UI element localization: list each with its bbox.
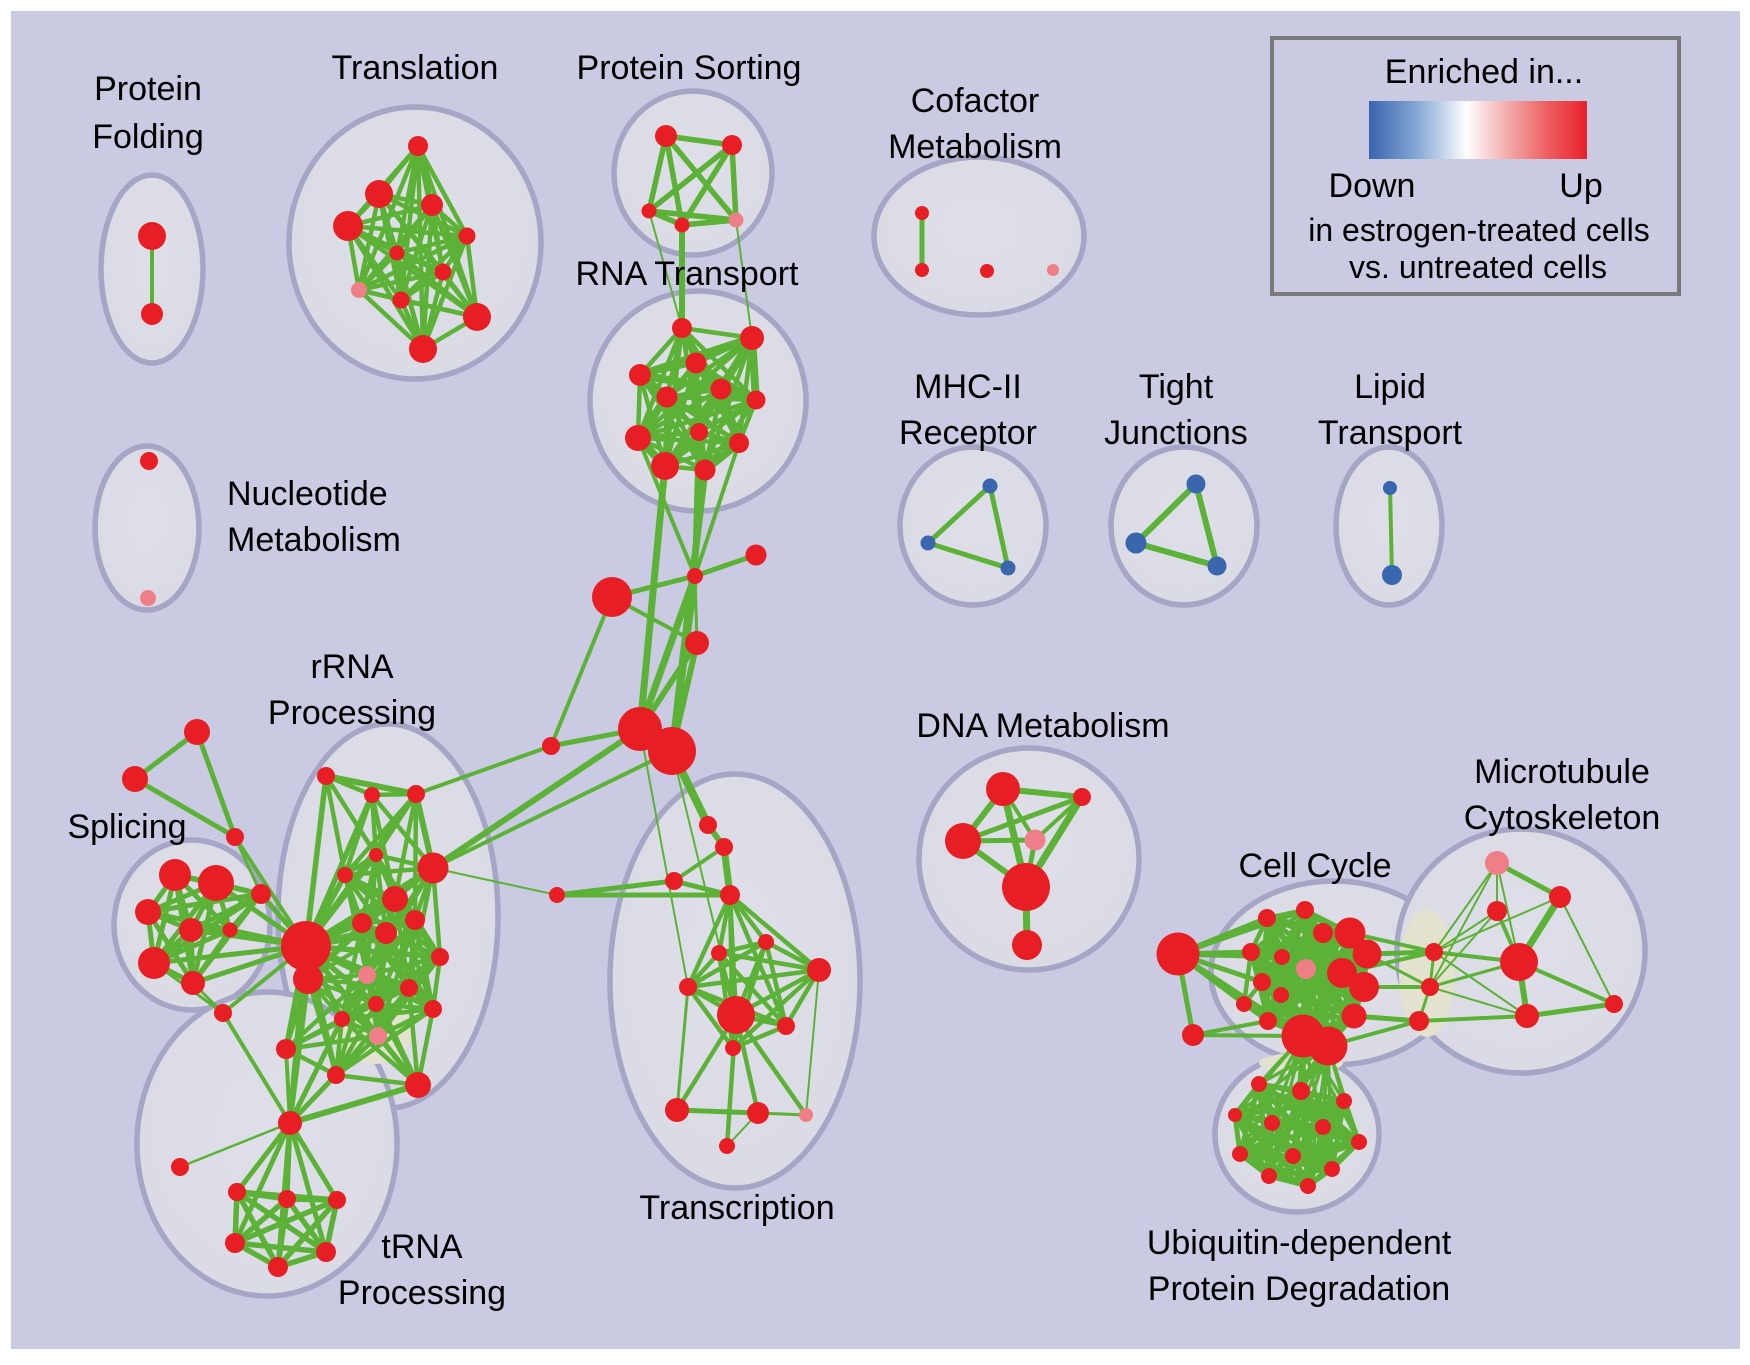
svg-text:Nucleotide: Nucleotide xyxy=(227,475,388,513)
svg-text:tRNA: tRNA xyxy=(381,1228,463,1266)
svg-text:Processing: Processing xyxy=(268,694,436,732)
svg-text:Metabolism: Metabolism xyxy=(888,128,1062,166)
svg-text:RNA Transport: RNA Transport xyxy=(576,255,800,293)
svg-text:Cofactor: Cofactor xyxy=(911,82,1040,120)
svg-text:MHC-II: MHC-II xyxy=(914,368,1022,406)
svg-text:Protein Degradation: Protein Degradation xyxy=(1148,1270,1450,1308)
svg-text:Up: Up xyxy=(1559,167,1602,205)
svg-text:vs. untreated cells: vs. untreated cells xyxy=(1349,249,1607,285)
svg-text:Lipid: Lipid xyxy=(1354,368,1426,406)
svg-text:Ubiquitin-dependent: Ubiquitin-dependent xyxy=(1147,1224,1452,1262)
svg-text:Folding: Folding xyxy=(92,118,204,156)
svg-text:DNA Metabolism: DNA Metabolism xyxy=(916,707,1169,745)
svg-text:Processing: Processing xyxy=(338,1274,506,1312)
svg-text:Receptor: Receptor xyxy=(899,414,1037,452)
svg-text:Protein Sorting: Protein Sorting xyxy=(577,49,802,87)
svg-text:Tight: Tight xyxy=(1139,368,1214,406)
svg-text:Protein: Protein xyxy=(94,70,202,108)
svg-text:rRNA: rRNA xyxy=(310,648,393,686)
svg-text:in estrogen-treated cells: in estrogen-treated cells xyxy=(1308,212,1650,248)
svg-text:Down: Down xyxy=(1329,167,1416,205)
svg-text:Microtubule: Microtubule xyxy=(1474,753,1650,791)
svg-text:Junctions: Junctions xyxy=(1104,414,1248,452)
svg-text:Metabolism: Metabolism xyxy=(227,521,401,559)
svg-text:Transcription: Transcription xyxy=(639,1189,834,1227)
svg-text:Translation: Translation xyxy=(332,49,499,87)
svg-text:Transport: Transport xyxy=(1318,414,1463,452)
svg-text:Enriched in...: Enriched in... xyxy=(1385,53,1583,91)
svg-text:Cytoskeleton: Cytoskeleton xyxy=(1464,799,1661,837)
svg-text:Cell Cycle: Cell Cycle xyxy=(1238,847,1391,885)
svg-text:Splicing: Splicing xyxy=(67,808,186,846)
